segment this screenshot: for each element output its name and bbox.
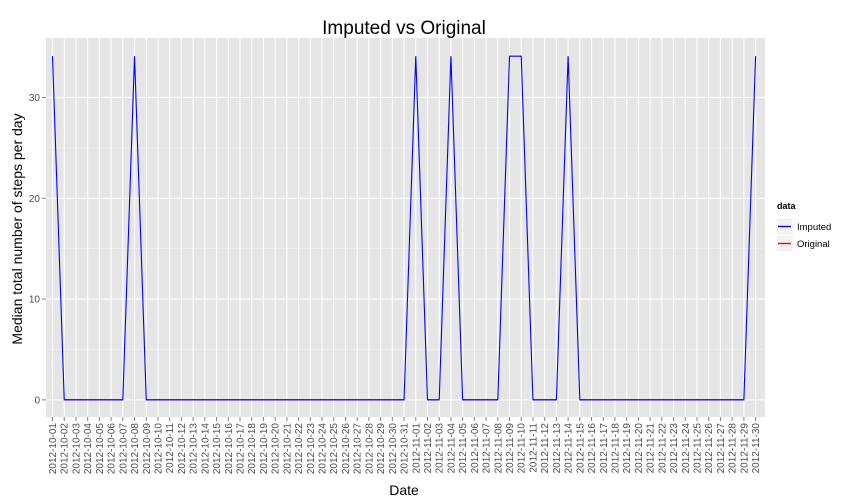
x-tick-label: 2012-10-21 xyxy=(282,423,293,475)
x-tick-label: 2012-11-18 xyxy=(610,423,621,474)
x-tick-label: 2012-10-10 xyxy=(153,423,164,475)
series-lines xyxy=(51,55,757,401)
x-tick-label: 2012-11-03 xyxy=(435,423,446,474)
y-tick-label: 0 xyxy=(34,395,40,406)
x-tick-label: 2012-10-09 xyxy=(142,423,153,475)
x-tick-label: 2012-11-01 xyxy=(411,423,422,474)
x-axis: 2012-10-01 2012-10-02 2012-10-03 2012-10-04… xyxy=(48,417,762,474)
x-tick-label: 2012-11-16 xyxy=(587,423,598,474)
x-tick-label: 2012-11-08 xyxy=(493,423,504,474)
x-tick-label: 2012-11-17 xyxy=(599,423,610,474)
legend-label-imputed: Imputed xyxy=(797,222,831,233)
x-tick-label: 2012-10-01 xyxy=(48,423,59,475)
x-tick-label: 2012-10-28 xyxy=(364,423,375,475)
x-tick-label: 2012-11-26 xyxy=(704,423,715,474)
x-tick-label: 2012-10-17 xyxy=(235,423,246,475)
x-tick-label: 2012-11-05 xyxy=(458,423,469,474)
x-tick-label: 2012-10-24 xyxy=(318,423,329,475)
x-tick-label: 2012-10-29 xyxy=(376,423,387,475)
x-tick-label: 2012-10-26 xyxy=(341,423,352,475)
x-tick-label: 2012-10-14 xyxy=(200,423,211,475)
x-tick-label: 2012-10-20 xyxy=(271,423,282,475)
x-tick-label: 2012-11-15 xyxy=(575,423,586,474)
x-tick-label: 2012-10-27 xyxy=(353,423,364,475)
x-tick-label: 2012-11-29 xyxy=(739,423,750,474)
x-tick-label: 2012-10-15 xyxy=(212,423,223,475)
x-tick-label: 2012-11-06 xyxy=(470,423,481,474)
x-tick-label: 2012-10-13 xyxy=(189,423,200,475)
x-tick-label: 2012-10-19 xyxy=(259,423,270,475)
x-tick-label: 2012-11-20 xyxy=(634,423,645,474)
chart-title: Imputed vs Original xyxy=(322,18,486,39)
x-tick-label: 2012-11-11 xyxy=(528,423,539,473)
x-tick-label: 2012-10-25 xyxy=(329,423,340,475)
y-tick-label: 10 xyxy=(29,295,41,306)
legend-title: data xyxy=(777,201,797,211)
x-tick-label: 2012-10-31 xyxy=(400,423,411,475)
x-tick-label: 2012-10-30 xyxy=(388,423,399,475)
x-tick-label: 2012-10-22 xyxy=(294,423,305,475)
x-tick-label: 2012-11-28 xyxy=(728,423,739,474)
x-tick-label: 2012-10-16 xyxy=(224,423,235,475)
x-tick-label: 2012-11-13 xyxy=(552,423,563,474)
x-axis-title: Date xyxy=(389,482,419,498)
x-tick-label: 2012-11-09 xyxy=(505,423,516,474)
x-tick-label: 2012-11-07 xyxy=(482,423,493,474)
x-tick-label: 2012-11-04 xyxy=(446,423,457,474)
x-tick-label: 2012-11-21 xyxy=(646,423,657,474)
y-axis: 0 10 20 30 xyxy=(29,93,46,406)
x-tick-label: 2012-11-02 xyxy=(423,423,434,474)
x-tick-label: 2012-11-24 xyxy=(681,423,692,474)
x-tick-label: 2012-11-22 xyxy=(657,423,668,474)
x-tick-label: 2012-11-23 xyxy=(669,423,680,474)
x-tick-label: 2012-10-11 xyxy=(165,423,176,474)
x-tick-label: 2012-10-06 xyxy=(107,423,118,475)
y-axis-title: Median total number of steps per day xyxy=(9,113,25,344)
y-tick-label: 30 xyxy=(29,93,41,104)
x-tick-label: 2012-10-08 xyxy=(130,423,141,475)
x-tick-label: 2012-11-12 xyxy=(540,423,551,474)
x-tick-label: 2012-10-04 xyxy=(83,423,94,475)
x-tick-label: 2012-11-25 xyxy=(693,423,704,474)
x-tick-label: 2012-11-30 xyxy=(751,423,762,474)
x-tick-label: 2012-10-07 xyxy=(118,423,129,475)
x-tick-label: 2012-11-10 xyxy=(517,423,528,474)
x-tick-label: 2012-11-19 xyxy=(622,423,633,474)
x-tick-label: 2012-10-03 xyxy=(71,423,82,475)
x-tick-label: 2012-10-23 xyxy=(306,423,317,475)
x-tick-label: 2012-10-05 xyxy=(95,423,106,475)
legend-label-original: Original xyxy=(797,239,830,250)
x-tick-label: 2012-11-27 xyxy=(716,423,727,474)
y-tick-label: 20 xyxy=(29,194,41,205)
x-tick-label: 2012-10-12 xyxy=(177,423,188,475)
series-line-imputed xyxy=(51,55,757,401)
gridlines xyxy=(46,38,765,417)
x-tick-label: 2012-10-18 xyxy=(247,423,258,475)
x-tick-label: 2012-10-02 xyxy=(60,423,71,475)
legend: data Imputed Original xyxy=(775,201,831,253)
x-tick-label: 2012-11-14 xyxy=(564,423,575,474)
